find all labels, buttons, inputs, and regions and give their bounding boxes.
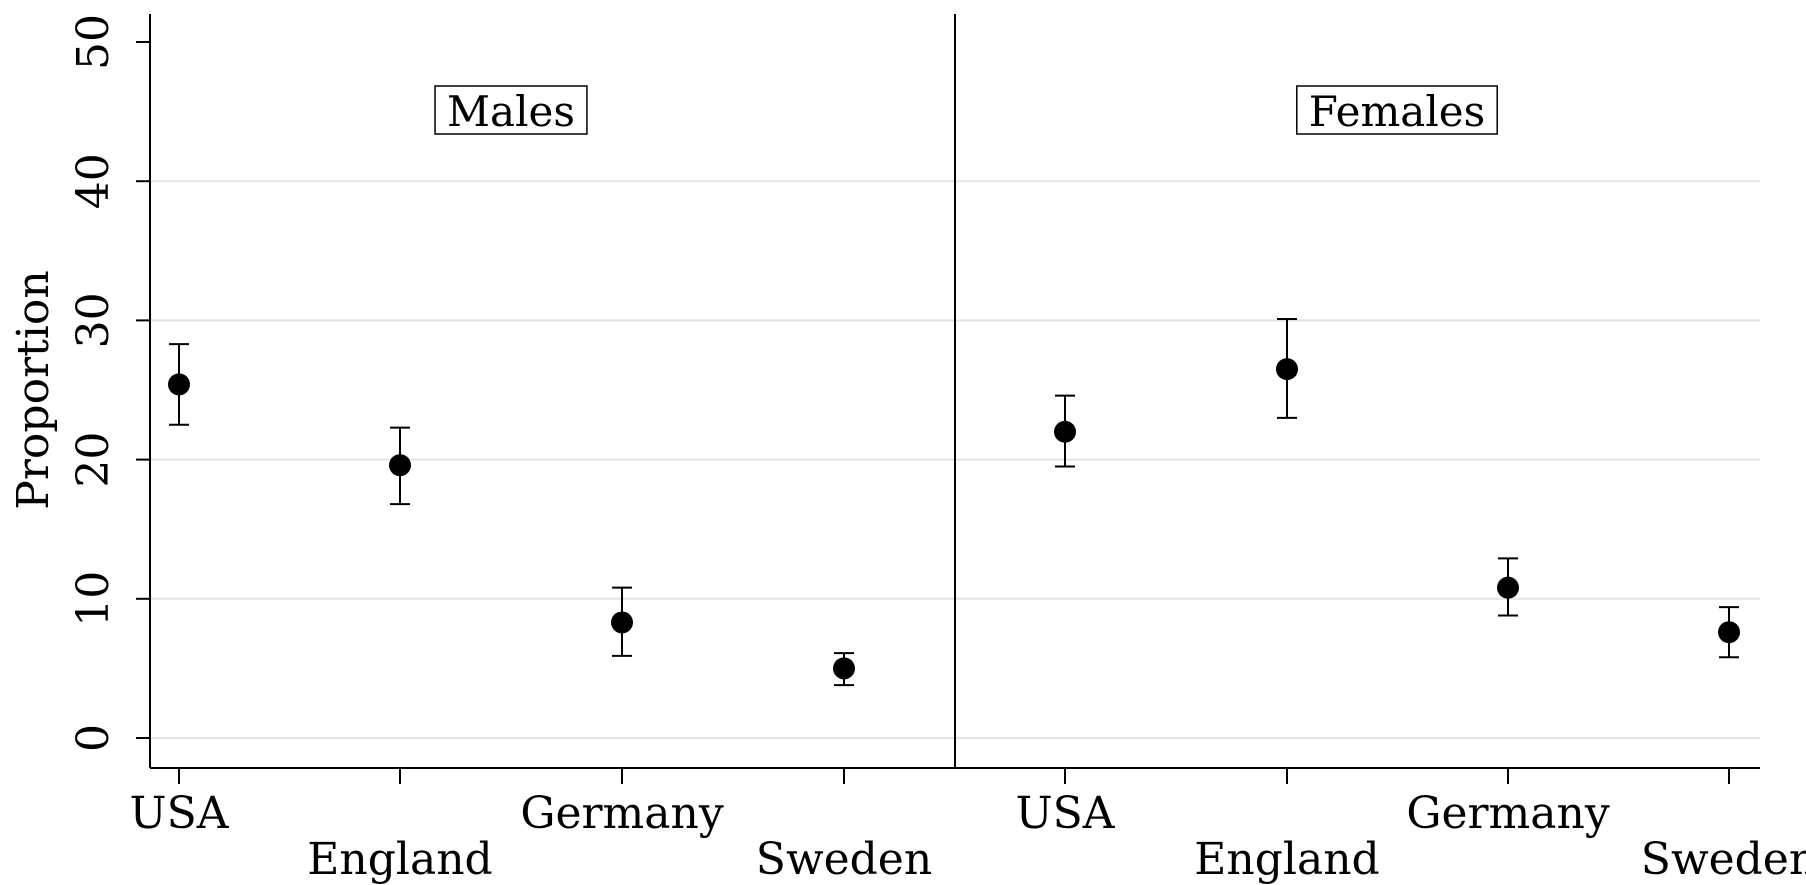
- y-tick-label-20: 20: [68, 432, 119, 488]
- point-females-usa: [1054, 394, 1076, 468]
- panels: Males Females: [168, 85, 1740, 687]
- point-males-germany: [611, 586, 633, 657]
- panel-label-text: Females: [1309, 87, 1485, 136]
- panel-label-box: [1296, 85, 1498, 135]
- y-axis-title: Proportion: [8, 270, 59, 509]
- data-point-marker: [833, 657, 855, 680]
- x-tick-label-females-sweden: Sweden: [1641, 834, 1806, 885]
- panel-label-text: Males: [447, 87, 575, 136]
- point-females-germany: [1497, 557, 1519, 617]
- data-point-marker: [389, 454, 411, 477]
- panel-females: Females: [1054, 85, 1740, 659]
- x-tick-label-males-england: England: [307, 834, 492, 885]
- x-tick-label-males-usa: USA: [130, 788, 230, 839]
- y-tick-label-30: 30: [68, 292, 119, 348]
- y-tick-label-40: 40: [68, 153, 119, 209]
- panel-label-males: Males: [434, 85, 588, 136]
- point-males-usa: [168, 343, 190, 426]
- y-tick-label-10: 10: [68, 571, 119, 627]
- x-tick-label-females-germany: Germany: [1406, 788, 1610, 839]
- panel-males: Males: [168, 85, 855, 687]
- x-tick-label-females-usa: USA: [1016, 788, 1116, 839]
- axes: 0 10 20 30 40 50 USA England Germany Sweden USA Eng…: [68, 14, 1806, 885]
- data-point-marker: [168, 373, 190, 396]
- data-point-marker: [1718, 621, 1740, 644]
- data-point-marker: [1276, 358, 1298, 381]
- data-point-marker: [611, 611, 633, 634]
- panel-label-females: Females: [1296, 85, 1498, 136]
- point-males-sweden: [833, 652, 855, 687]
- point-females-sweden: [1718, 606, 1740, 659]
- panel-label-box: [434, 85, 588, 135]
- x-tick-label-females-england: England: [1194, 834, 1379, 885]
- point-females-england: [1276, 318, 1298, 419]
- data-point-marker: [1054, 420, 1076, 443]
- data-point-marker: [1497, 576, 1519, 599]
- y-tick-label-50: 50: [68, 14, 119, 70]
- x-tick-label-males-sweden: Sweden: [756, 834, 932, 885]
- x-tick-label-males-germany: Germany: [520, 788, 724, 839]
- y-tick-label-0: 0: [68, 724, 119, 752]
- point-males-england: [389, 426, 411, 506]
